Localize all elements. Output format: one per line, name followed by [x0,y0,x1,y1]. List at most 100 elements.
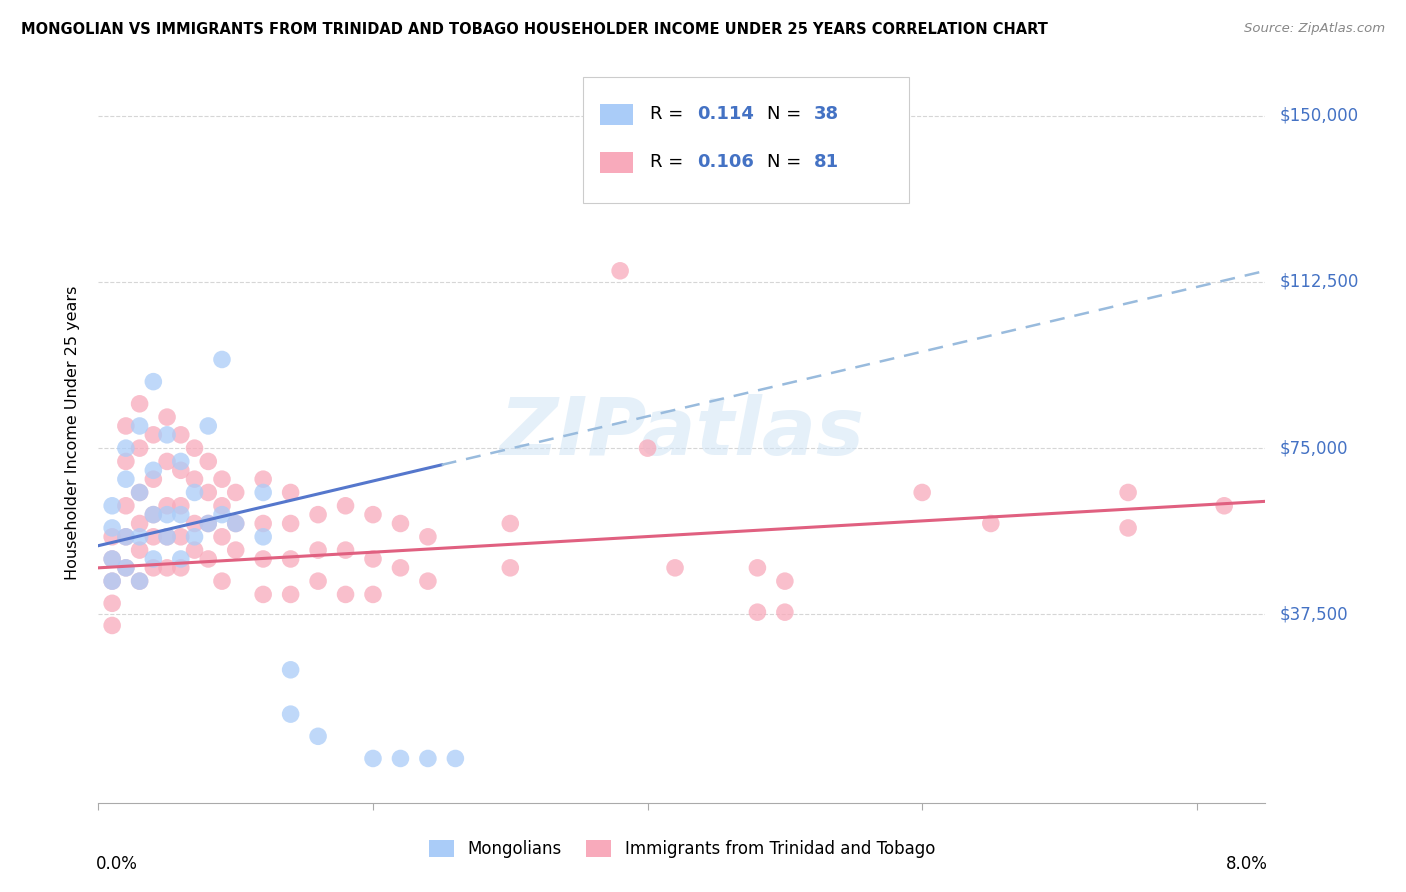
Point [280,516,302,531]
Point [115,472,138,486]
Point [211,352,233,367]
Point [128,441,150,455]
Point [115,419,138,434]
Point [211,499,233,513]
Point [637,441,659,455]
Point [252,530,274,544]
Point [499,561,522,575]
Point [183,441,205,455]
Point [747,605,769,619]
Text: N =: N = [768,153,807,171]
Point [115,530,138,544]
Text: $75,000: $75,000 [1279,439,1348,457]
Point [170,561,193,575]
Point [101,552,124,566]
Point [335,543,357,558]
Point [609,264,631,278]
Point [156,499,179,513]
Point [252,516,274,531]
Point [197,419,219,434]
Point [211,472,233,486]
Point [280,707,302,722]
Point [101,552,124,566]
Point [1116,521,1139,535]
Point [389,561,412,575]
Point [128,543,150,558]
Point [128,574,150,588]
Point [156,454,179,468]
Text: 38: 38 [814,105,839,123]
Point [307,729,329,743]
FancyBboxPatch shape [600,103,633,125]
Point [225,485,247,500]
Point [307,574,329,588]
Text: 0.0%: 0.0% [96,855,138,872]
Y-axis label: Householder Income Under 25 years: Householder Income Under 25 years [65,285,80,580]
Point [773,605,796,619]
Point [156,561,179,575]
Text: R =: R = [651,153,689,171]
Point [142,508,165,522]
Point [444,751,467,765]
Point [416,574,439,588]
Point [183,530,205,544]
Point [128,397,150,411]
Text: 0.114: 0.114 [697,105,754,123]
Point [197,485,219,500]
Text: N =: N = [768,105,807,123]
Point [115,441,138,455]
Text: ZIPatlas: ZIPatlas [499,393,865,472]
Point [499,516,522,531]
Point [115,561,138,575]
Point [142,472,165,486]
Point [170,508,193,522]
Point [335,499,357,513]
FancyBboxPatch shape [582,78,910,203]
Point [156,427,179,442]
Point [361,587,384,601]
Point [170,427,193,442]
Point [101,574,124,588]
Point [142,561,165,575]
Point [211,530,233,544]
Point [773,574,796,588]
Point [183,485,205,500]
Text: 81: 81 [814,153,839,171]
Point [361,508,384,522]
Point [128,574,150,588]
Point [115,561,138,575]
Point [747,561,769,575]
Point [335,587,357,601]
Point [101,596,124,610]
Point [115,530,138,544]
Point [142,552,165,566]
Point [252,552,274,566]
Point [142,375,165,389]
Point [101,574,124,588]
Point [280,663,302,677]
Text: Source: ZipAtlas.com: Source: ZipAtlas.com [1244,22,1385,36]
Point [170,530,193,544]
FancyBboxPatch shape [600,152,633,173]
Legend: Mongolians, Immigrants from Trinidad and Tobago: Mongolians, Immigrants from Trinidad and… [422,833,942,865]
Point [1213,499,1236,513]
Point [142,530,165,544]
Point [183,516,205,531]
Point [101,618,124,632]
Point [142,427,165,442]
Point [197,516,219,531]
Point [115,499,138,513]
Point [128,485,150,500]
Point [980,516,1002,531]
Point [361,751,384,765]
Text: 0.106: 0.106 [697,153,754,171]
Point [170,463,193,477]
Point [197,516,219,531]
Point [128,516,150,531]
Point [156,530,179,544]
Text: $150,000: $150,000 [1279,107,1358,125]
Point [211,574,233,588]
Point [156,410,179,425]
Point [307,508,329,522]
Point [183,543,205,558]
